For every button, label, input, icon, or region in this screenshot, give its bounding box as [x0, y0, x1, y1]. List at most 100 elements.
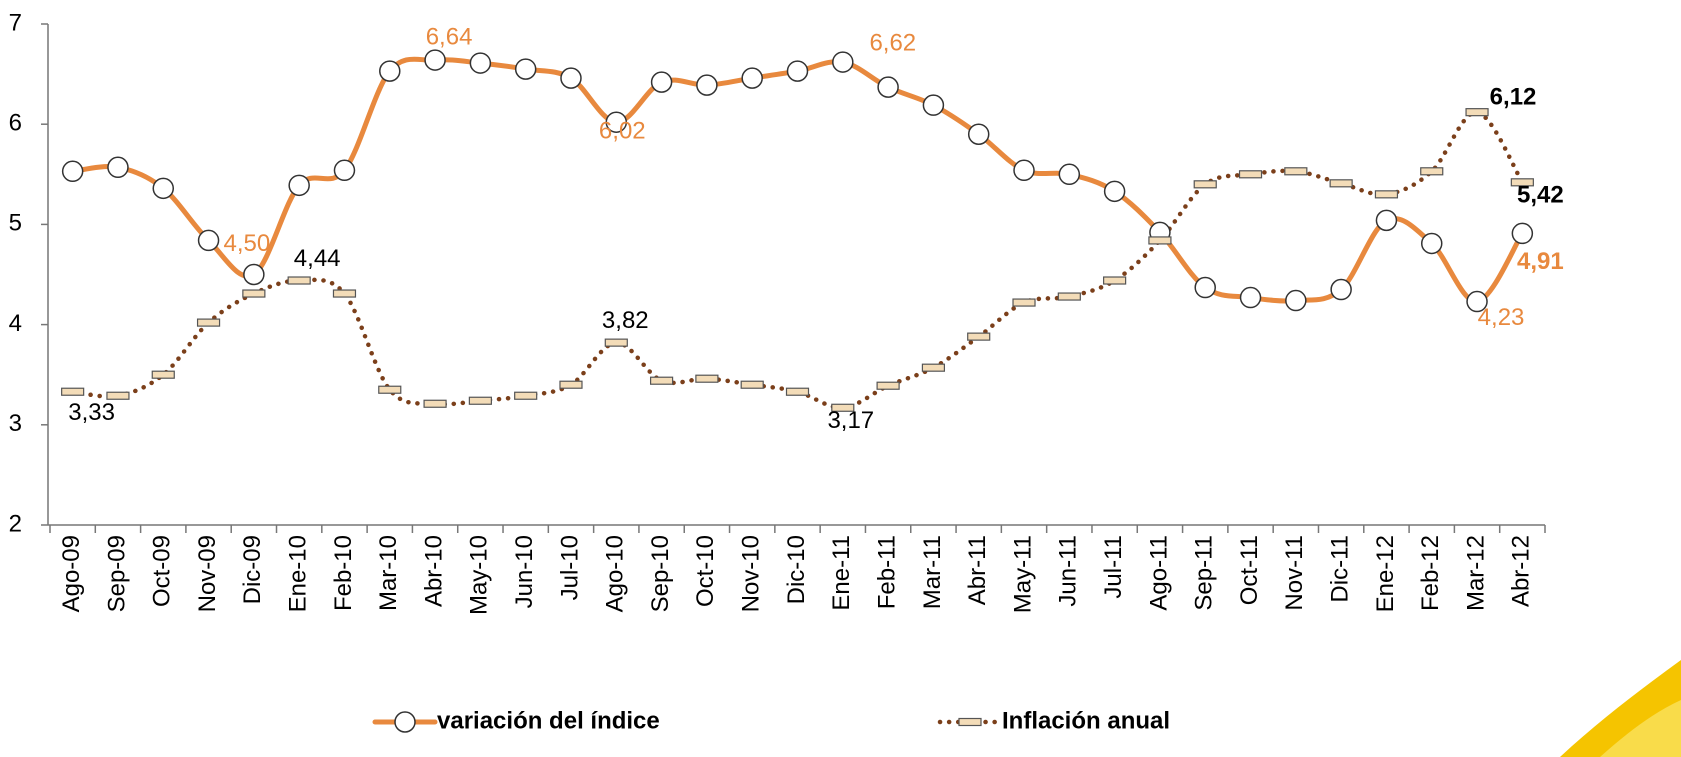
- point: [831, 403, 855, 412]
- point: [740, 380, 764, 389]
- y-tick-label: 4: [9, 310, 22, 337]
- y-tick-label: 6: [9, 110, 22, 137]
- y-tick-label: 2: [9, 510, 22, 537]
- point: [1103, 180, 1126, 203]
- x-tick-label: Feb-11: [873, 535, 900, 609]
- point: [967, 123, 990, 145]
- point: [967, 332, 991, 341]
- data-label: 4,91: [1517, 248, 1564, 275]
- y-tick-label: 7: [9, 9, 22, 36]
- point: [242, 289, 266, 298]
- point: [1058, 163, 1081, 186]
- x-tick-label: Jul-10: [556, 535, 583, 600]
- data-label: 4,50: [224, 230, 271, 257]
- point: [196, 318, 221, 327]
- point: [650, 71, 673, 93]
- point: [877, 76, 899, 98]
- point: [1012, 298, 1036, 307]
- point: [424, 49, 446, 71]
- point: [468, 396, 492, 405]
- x-tick-label: Mar-10: [375, 535, 402, 611]
- x-tick-label: Dic-10: [783, 535, 810, 604]
- point: [604, 338, 628, 347]
- decoration: [1600, 700, 1681, 757]
- x-tick-label: Dic-11: [1326, 535, 1353, 603]
- x-tick-label: Ago-10: [602, 535, 629, 612]
- point: [1103, 276, 1127, 285]
- x-tick-label: Jul-11: [1100, 535, 1127, 599]
- point: [649, 376, 674, 385]
- point: [379, 60, 401, 82]
- x-tick-label: Ago-09: [58, 535, 85, 612]
- point: [1285, 289, 1307, 312]
- data-label: 6,64: [426, 23, 473, 50]
- point: [332, 289, 357, 298]
- point: [107, 156, 129, 179]
- series-line: [70, 109, 1525, 411]
- data-label: 6,12: [1490, 84, 1537, 111]
- point: [1420, 167, 1444, 176]
- data-label: 4,44: [294, 245, 341, 272]
- x-tick-label: Nov-10: [738, 535, 765, 612]
- y-tick-label: 3: [9, 410, 22, 437]
- data-label: 3,33: [68, 399, 115, 426]
- x-tick-label: Sep-11: [1191, 535, 1218, 611]
- point: [288, 174, 310, 197]
- point: [1330, 278, 1352, 301]
- point: [1193, 180, 1217, 189]
- point: [1013, 159, 1035, 182]
- point: [1420, 232, 1443, 255]
- x-tick-label: Nov-09: [194, 535, 221, 612]
- x-tick-label: Ene-10: [285, 535, 312, 612]
- point: [287, 276, 311, 285]
- point: [469, 52, 492, 74]
- point: [1284, 167, 1308, 176]
- x-tick-label: Oct-11: [1236, 535, 1263, 605]
- data-label: 4,23: [1478, 304, 1525, 331]
- point: [922, 94, 945, 116]
- point: [514, 391, 538, 400]
- legend-label: Inflación anual: [1002, 707, 1170, 734]
- point: [243, 263, 265, 286]
- x-tick-label: Dic-09: [239, 535, 266, 604]
- point: [1374, 190, 1399, 199]
- legend-marker: [394, 711, 416, 733]
- point: [1239, 286, 1262, 309]
- x-tick-label: Nov-11: [1281, 535, 1308, 611]
- x-tick-label: Oct-09: [149, 535, 176, 607]
- x-tick-label: Ago-11: [1145, 535, 1172, 611]
- point: [605, 111, 628, 133]
- point: [921, 363, 946, 372]
- point: [696, 74, 718, 96]
- point: [1238, 170, 1263, 179]
- x-tick-label: Abr-11: [964, 535, 991, 605]
- x-tick-label: Sep-09: [103, 535, 130, 612]
- point: [333, 159, 356, 182]
- data-label: 5,42: [1517, 182, 1564, 209]
- point: [695, 374, 719, 383]
- point: [1057, 292, 1081, 301]
- point: [1329, 179, 1353, 188]
- point: [786, 60, 809, 82]
- x-tick-label: May-10: [466, 535, 493, 615]
- point: [1510, 178, 1534, 187]
- legend-label: variación del índice: [437, 707, 660, 734]
- data-label: 3,82: [602, 307, 649, 334]
- data-label: 3,17: [827, 407, 874, 434]
- point: [560, 67, 582, 89]
- x-tick-label: Abr-12: [1508, 535, 1535, 607]
- x-tick-label: Abr-10: [420, 535, 447, 607]
- point: [1375, 209, 1398, 232]
- point: [378, 385, 402, 394]
- point: [1511, 222, 1534, 245]
- x-tick-label: Sep-10: [647, 535, 674, 612]
- x-tick-label: Mar-12: [1462, 535, 1489, 611]
- point: [876, 381, 900, 390]
- point: [61, 160, 84, 183]
- point: [1466, 290, 1488, 313]
- x-tick-label: Mar-11: [919, 535, 946, 609]
- x-tick-label: Ene-11: [828, 535, 855, 611]
- x-tick-label: Jun-10: [511, 535, 538, 608]
- point: [514, 58, 537, 80]
